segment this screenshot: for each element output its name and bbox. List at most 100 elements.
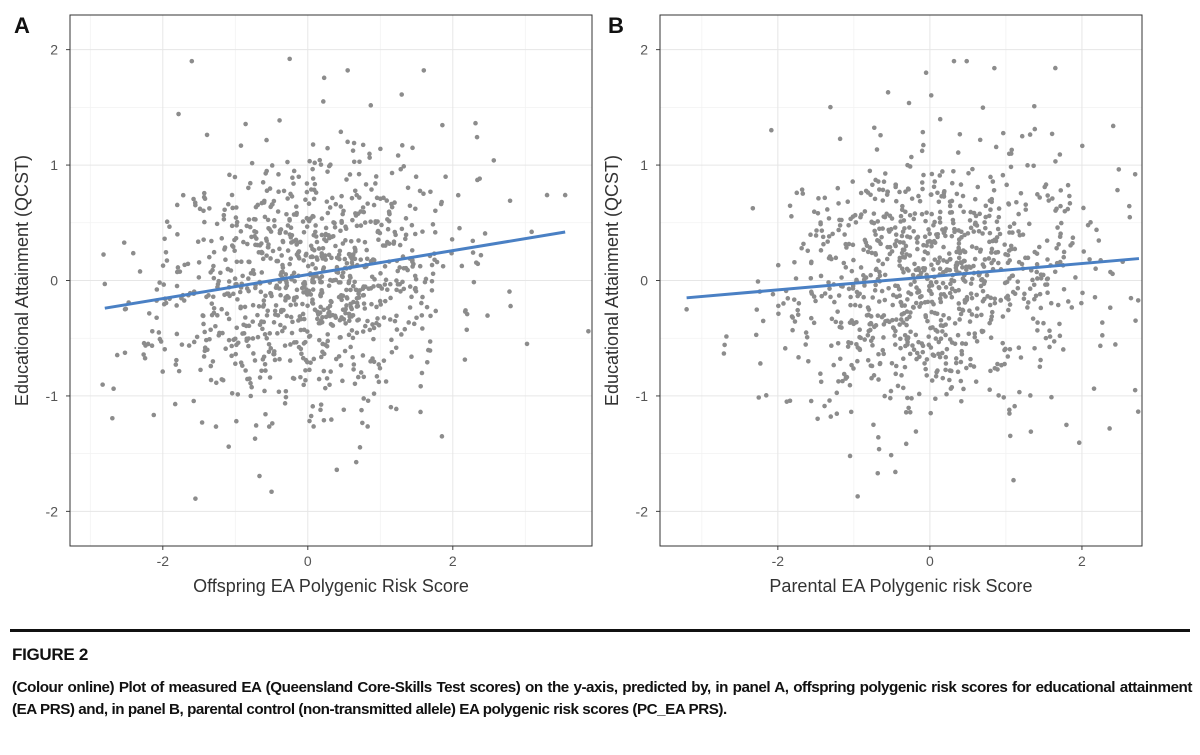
data-point — [879, 234, 884, 240]
data-point — [420, 229, 425, 234]
data-point — [949, 294, 955, 300]
data-point — [919, 148, 925, 154]
data-point — [174, 331, 180, 337]
data-point — [308, 360, 313, 365]
data-point — [310, 404, 316, 409]
data-point — [410, 145, 415, 151]
data-point — [347, 318, 352, 324]
data-point — [360, 353, 366, 358]
data-point — [232, 174, 238, 180]
data-point — [246, 276, 251, 281]
data-point — [921, 256, 926, 262]
data-point — [813, 298, 818, 304]
data-point — [834, 390, 840, 396]
data-point — [949, 198, 955, 204]
data-point — [263, 293, 268, 299]
data-point — [312, 307, 318, 313]
data-point — [901, 269, 906, 275]
data-point — [989, 199, 994, 205]
data-point — [407, 305, 413, 310]
data-point — [1087, 257, 1092, 262]
data-point — [289, 240, 294, 245]
data-point — [411, 321, 417, 327]
data-point — [1132, 387, 1138, 393]
data-point — [337, 256, 342, 262]
data-point — [231, 291, 236, 297]
data-point — [1002, 347, 1007, 353]
data-point — [1007, 433, 1013, 439]
data-point — [863, 275, 869, 280]
data-point — [1060, 347, 1066, 352]
data-point — [338, 204, 344, 209]
data-point — [885, 90, 891, 95]
data-point — [868, 314, 874, 319]
data-point — [1044, 276, 1050, 282]
data-point — [283, 278, 289, 284]
data-point — [234, 223, 239, 228]
data-point — [926, 334, 932, 339]
data-point — [793, 276, 799, 281]
data-point — [792, 259, 797, 265]
data-point — [919, 341, 925, 346]
data-point — [269, 421, 275, 426]
data-point — [381, 358, 387, 363]
data-point — [247, 376, 252, 382]
data-point — [208, 327, 213, 333]
data-point — [980, 288, 986, 294]
data-point — [219, 236, 225, 241]
data-point — [351, 252, 356, 257]
data-point — [229, 223, 235, 229]
data-point — [296, 174, 302, 180]
data-point — [1009, 147, 1015, 153]
data-point — [994, 219, 1000, 224]
data-point — [828, 294, 833, 300]
data-point — [196, 275, 202, 280]
data-point — [814, 228, 819, 233]
data-point — [943, 268, 949, 274]
data-point — [830, 231, 835, 237]
data-point — [846, 241, 852, 247]
data-point — [347, 312, 352, 317]
data-point — [222, 207, 227, 213]
data-point — [905, 342, 910, 347]
data-point — [253, 285, 258, 291]
data-point — [919, 293, 924, 299]
data-point — [943, 233, 948, 239]
data-point — [931, 267, 936, 272]
data-point — [996, 393, 1001, 398]
data-point — [382, 264, 388, 269]
data-point — [925, 318, 930, 324]
data-point — [906, 405, 911, 411]
data-point — [303, 197, 308, 203]
data-point — [878, 132, 883, 138]
data-point — [478, 252, 484, 258]
data-point — [376, 237, 381, 242]
data-point — [348, 301, 353, 307]
data-point — [1023, 202, 1029, 207]
data-point — [1011, 477, 1016, 483]
data-point — [327, 382, 332, 388]
data-point — [914, 356, 919, 362]
data-point — [339, 218, 344, 224]
data-point — [262, 362, 268, 367]
data-point — [1018, 190, 1024, 196]
data-point — [992, 296, 998, 302]
data-point — [818, 371, 823, 376]
data-point — [955, 369, 961, 375]
data-point — [284, 211, 289, 217]
data-point — [827, 286, 832, 291]
data-point — [301, 316, 307, 322]
data-point — [907, 351, 913, 357]
data-point — [928, 410, 934, 416]
data-point — [756, 395, 762, 400]
data-point — [464, 311, 470, 317]
data-point — [776, 311, 781, 317]
data-point — [1116, 167, 1122, 172]
data-point — [1092, 294, 1098, 300]
data-point — [898, 336, 903, 342]
data-point — [317, 276, 323, 281]
data-point — [225, 266, 231, 272]
data-point — [992, 300, 998, 306]
data-point — [342, 256, 348, 262]
